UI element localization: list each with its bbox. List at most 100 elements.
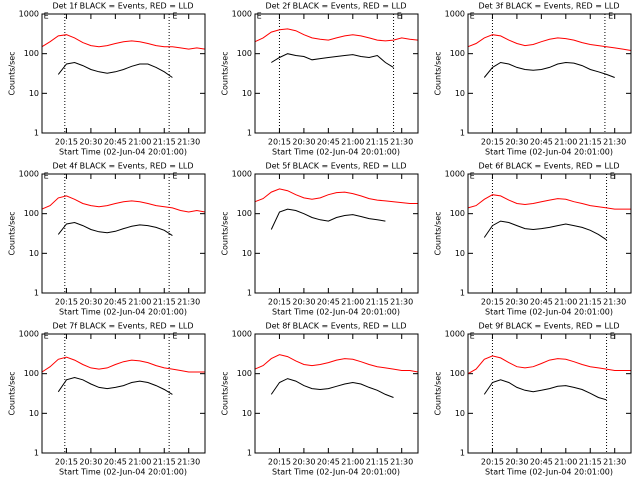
- y-tick-label: 100: [450, 209, 465, 218]
- x-axis-label: Start Time (02-Jun-04 20:01:00): [59, 308, 187, 317]
- x-tick-label: 20:15: [481, 298, 504, 307]
- x-axis-label: Start Time (02-Jun-04 20:01:00): [272, 308, 400, 317]
- x-tick-label: 21:00: [554, 458, 577, 467]
- y-tick-label: 1: [460, 449, 465, 458]
- plot-frame: [467, 173, 632, 294]
- x-tick-label: 20:45: [530, 138, 553, 147]
- x-tick-label: 21:00: [341, 138, 364, 147]
- series-line: [271, 53, 394, 68]
- y-axis-label: Counts/sec: [8, 371, 17, 415]
- y-axis-label: Counts/sec: [221, 211, 230, 255]
- y-tick-label: 1000: [19, 170, 39, 179]
- x-tick-label: 20:30: [79, 138, 102, 147]
- x-tick-label: 21:00: [128, 458, 151, 467]
- y-axis-label: Counts/sec: [434, 371, 443, 415]
- y-axis-label: Counts/sec: [221, 371, 230, 415]
- x-tick-label: 21:30: [390, 298, 413, 307]
- x-tick-label: 20:30: [292, 298, 315, 307]
- x-tick-label: 20:30: [505, 138, 528, 147]
- x-tick-label: 21:15: [153, 458, 176, 467]
- x-tick-label: 21:00: [341, 298, 364, 307]
- chart-title: Det 4f BLACK = Events, RED = LLD: [52, 162, 193, 171]
- annotation: E: [610, 332, 615, 341]
- y-tick-label: 100: [450, 49, 465, 58]
- x-tick-label: 21:15: [366, 138, 389, 147]
- x-tick-label: 20:30: [505, 458, 528, 467]
- series-line: [254, 28, 419, 43]
- y-tick-label: 100: [450, 369, 465, 378]
- x-tick-label: 21:30: [390, 138, 413, 147]
- y-axis-label: Counts/sec: [8, 51, 17, 95]
- x-tick-label: 21:15: [579, 458, 602, 467]
- x-tick-label: 20:15: [481, 458, 504, 467]
- x-tick-label: 21:00: [128, 298, 151, 307]
- series-line: [41, 356, 205, 373]
- x-tick-label: 21:15: [579, 298, 602, 307]
- annotation: E: [44, 172, 49, 181]
- panel: Det 5f BLACK = Events, RED = LLD Counts/s…: [221, 162, 419, 317]
- plot-frame: [254, 173, 419, 294]
- chart-title: Det 2f BLACK = Events, RED = LLD: [265, 2, 406, 11]
- x-tick-label: 20:45: [530, 298, 553, 307]
- annotation: E: [470, 172, 475, 181]
- x-tick-label: 21:15: [153, 138, 176, 147]
- series-line: [57, 221, 173, 237]
- y-tick-label: 1000: [232, 10, 252, 19]
- y-tick-label: 1: [247, 449, 252, 458]
- x-tick-label: 21:30: [177, 298, 200, 307]
- y-tick-label: 10: [29, 409, 39, 418]
- x-axis-label: Start Time (02-Jun-04 20:01:00): [59, 148, 187, 157]
- series-line: [270, 208, 386, 230]
- y-tick-label: 10: [455, 89, 465, 98]
- y-axis-label: Counts/sec: [434, 211, 443, 255]
- y-tick-label: 100: [237, 369, 252, 378]
- y-tick-label: 1000: [19, 10, 39, 19]
- panel: Det 4f BLACK = Events, RED = LLD Counts/s…: [8, 162, 206, 317]
- plot-frame: [41, 333, 206, 454]
- x-axis-label: Start Time (02-Jun-04 20:01:00): [485, 468, 613, 477]
- x-tick-label: 20:15: [55, 298, 78, 307]
- x-tick-label: 20:30: [505, 298, 528, 307]
- series-line: [467, 194, 631, 210]
- chart-title: Det 6f BLACK = Events, RED = LLD: [478, 162, 619, 171]
- y-tick-label: 100: [237, 209, 252, 218]
- annotation: E: [44, 332, 49, 341]
- y-tick-label: 1000: [445, 170, 465, 179]
- series-line: [57, 61, 173, 78]
- x-tick-label: 20:45: [317, 458, 340, 467]
- y-tick-label: 10: [242, 409, 252, 418]
- panel: Det 8f BLACK = Events, RED = LLD Counts/s…: [221, 322, 419, 477]
- x-tick-label: 21:15: [366, 458, 389, 467]
- plot-frame: [467, 333, 632, 454]
- annotation: E: [172, 12, 177, 21]
- chart-title: Det 9f BLACK = Events, RED = LLD: [478, 322, 619, 331]
- y-tick-label: 1000: [232, 170, 252, 179]
- x-tick-label: 20:45: [104, 138, 127, 147]
- y-tick-label: 1: [34, 129, 39, 138]
- x-tick-label: 21:30: [603, 298, 626, 307]
- y-tick-label: 10: [455, 249, 465, 258]
- series-line: [41, 195, 206, 213]
- y-tick-label: 1: [34, 449, 39, 458]
- y-tick-label: 100: [24, 209, 39, 218]
- y-tick-label: 1000: [445, 330, 465, 339]
- x-tick-label: 20:15: [268, 458, 291, 467]
- x-tick-label: 20:45: [104, 298, 127, 307]
- x-tick-label: 21:30: [177, 138, 200, 147]
- series-line: [270, 378, 394, 398]
- x-tick-label: 20:15: [55, 138, 78, 147]
- x-tick-label: 21:00: [341, 458, 364, 467]
- y-tick-label: 1: [460, 129, 465, 138]
- series-line: [483, 220, 607, 241]
- y-tick-label: 1000: [232, 330, 252, 339]
- series-line: [483, 61, 615, 78]
- chart-title: Det 5f BLACK = Events, RED = LLD: [265, 162, 406, 171]
- chart-title: Det 3f BLACK = Events, RED = LLD: [478, 2, 619, 11]
- y-tick-label: 10: [29, 89, 39, 98]
- y-tick-label: 100: [24, 49, 39, 58]
- x-tick-label: 21:30: [603, 138, 626, 147]
- series-line: [467, 34, 632, 51]
- y-tick-label: 1: [247, 129, 252, 138]
